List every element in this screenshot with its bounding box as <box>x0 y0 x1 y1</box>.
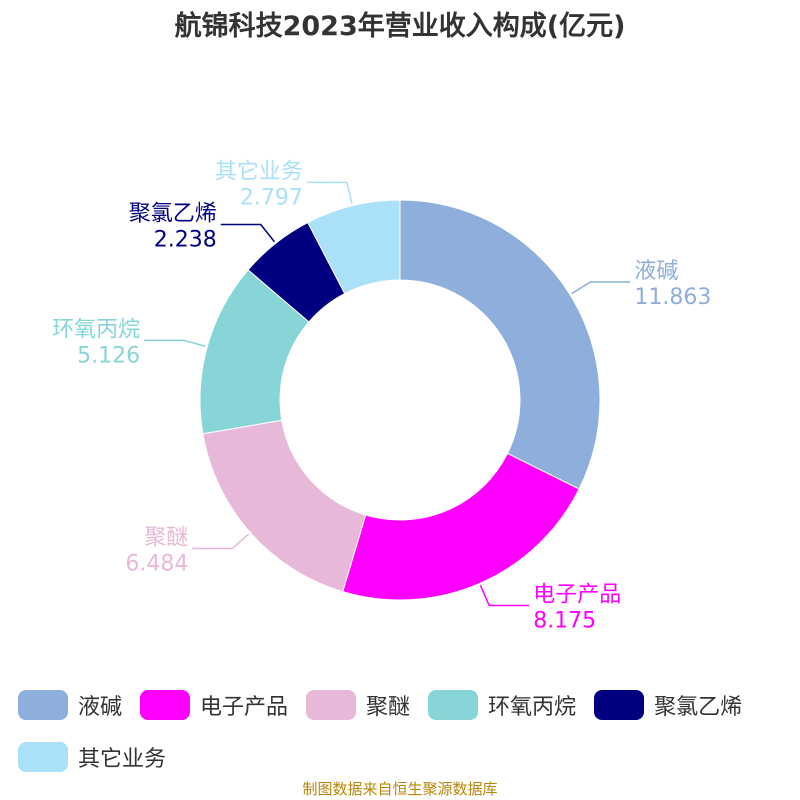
slice-value-label-4: 5.126 <box>77 343 140 368</box>
legend-item-6[interactable]: 其它业务 <box>18 740 166 774</box>
leader-line-6 <box>306 181 353 204</box>
chart-legend: 液碱 电子产品 聚醚 环氧丙烷 聚氯乙烯其它业务 <box>18 688 798 774</box>
data-source-note: 制图数据来自恒生聚源数据库 <box>302 780 498 798</box>
legend-label: 聚醚 <box>366 695 411 720</box>
legend-label: 液碱 <box>78 695 123 720</box>
legend-label: 其它业务 <box>78 747 167 772</box>
slice-value-label-2: 8.175 <box>533 608 596 633</box>
leader-line-5 <box>220 223 276 243</box>
legend-swatch <box>594 690 645 720</box>
legend-swatch <box>18 742 68 772</box>
slice-1 <box>399 199 601 490</box>
leader-line-4 <box>144 339 206 347</box>
legend-swatch <box>428 690 479 720</box>
legend-item-1[interactable]: 液碱 <box>18 688 122 722</box>
leader-line-3 <box>192 533 250 550</box>
chart-title: 航锦科技2023年营业收入构成(亿元) <box>174 11 626 42</box>
slice-category-label-6: 其它业务 <box>215 159 303 184</box>
legend-swatch <box>18 690 68 720</box>
slice-category-label-1: 液碱 <box>634 259 678 284</box>
slice-value-label-3: 6.484 <box>125 552 188 577</box>
slice-category-label-4: 环氧丙烷 <box>52 317 140 342</box>
legend-swatch <box>306 690 357 720</box>
leader-line-1 <box>571 281 631 295</box>
slice-3 <box>202 419 367 593</box>
legend-item-4[interactable]: 环氧丙烷 <box>428 688 576 722</box>
slice-2 <box>342 452 580 601</box>
slice-category-label-2: 电子产品 <box>533 582 621 607</box>
legend-swatch <box>140 690 191 720</box>
leader-line-2 <box>479 584 530 607</box>
legend-label: 聚氯乙烯 <box>654 695 743 720</box>
slice-value-label-6: 2.797 <box>240 185 303 210</box>
slice-category-label-3: 聚醚 <box>144 526 188 551</box>
legend-label: 电子产品 <box>200 695 289 720</box>
legend-item-5[interactable]: 聚氯乙烯 <box>594 688 742 722</box>
legend-label: 环氧丙烷 <box>488 695 577 720</box>
slice-value-label-5: 2.238 <box>154 228 217 253</box>
slice-6 <box>307 199 401 295</box>
legend-item-2[interactable]: 电子产品 <box>140 688 288 722</box>
slice-value-label-1: 11.863 <box>634 285 711 310</box>
slice-category-label-5: 聚氯乙烯 <box>129 202 217 227</box>
legend-item-3[interactable]: 聚醚 <box>306 688 410 722</box>
